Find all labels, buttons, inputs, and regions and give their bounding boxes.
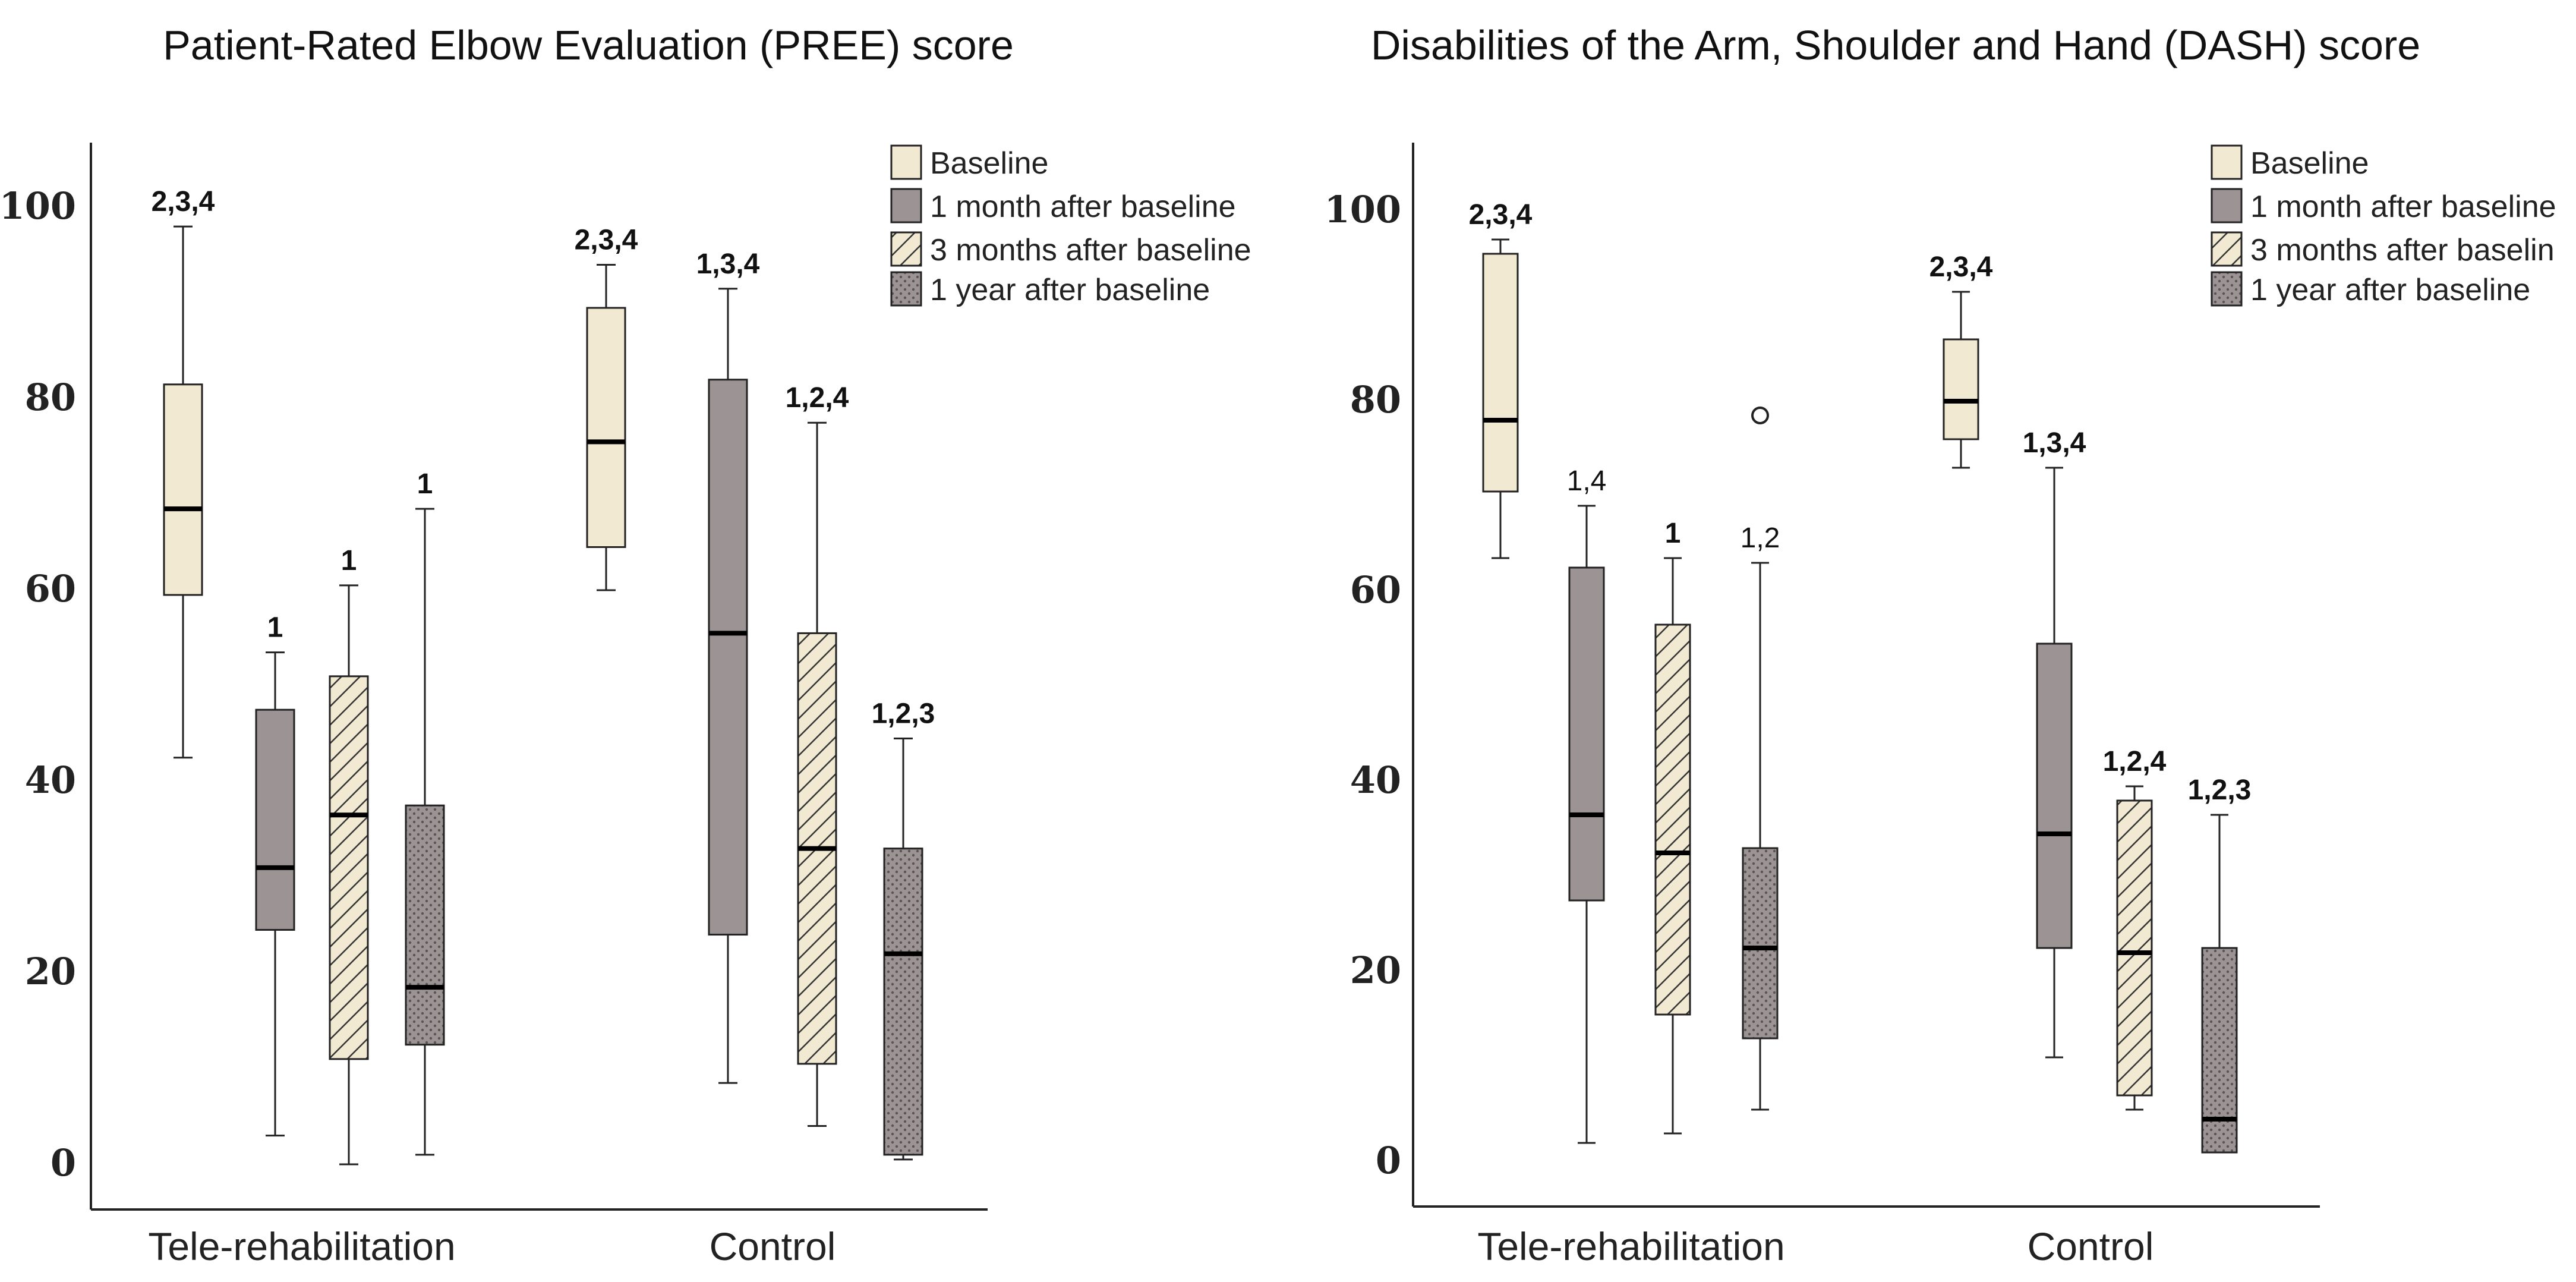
pree-legend-swatch-1-year	[890, 271, 922, 307]
pree-box-1-month-after-baseline: 1,3,4	[696, 248, 760, 1084]
dash-legend: Baseline 1 month after baseline 3 months…	[2211, 144, 2556, 307]
pree-legend-label: 1 year after baseline	[930, 273, 1210, 307]
dash-legend-label: 1 year after baseline	[2250, 273, 2530, 307]
dash-box-iqr	[2036, 642, 2073, 949]
dash-box-iqr	[1482, 253, 1519, 493]
pree-ytick: 20	[25, 950, 76, 993]
pree-significance-label: 2,3,4	[575, 225, 638, 256]
pree-box-iqr	[586, 307, 626, 548]
pree-legend-swatch-3-months	[890, 231, 922, 267]
pree-box-1-month-after-baseline: 1	[255, 612, 295, 1137]
dash-ytick: 0	[1376, 1139, 1401, 1182]
dash-ytick: 60	[1350, 568, 1401, 612]
dash-significance-label: 1,3,4	[2023, 427, 2086, 459]
pree-ytick: 40	[25, 758, 76, 802]
pree-legend-swatch-baseline	[890, 144, 922, 180]
dash-box-iqr	[1742, 847, 1779, 1040]
dash-box-1-year-after-baseline: 1,2	[1741, 407, 1780, 1111]
pree-ytick: 0	[51, 1141, 76, 1185]
pree-significance-label: 1,2,3	[872, 698, 935, 730]
pree-x-category: Tele-rehabilitation	[148, 1224, 455, 1268]
pree-ytick: 60	[25, 567, 76, 610]
dash-box-1-month-after-baseline: 1,4	[1567, 465, 1607, 1144]
dash-significance-label: 2,3,4	[1469, 199, 1533, 231]
dash-significance-label: 1,2	[1741, 522, 1780, 554]
dash-box-baseline: 2,3,4	[1929, 251, 1993, 469]
pree-box-iqr	[255, 708, 295, 931]
dash-x-category: Tele-rehabilitation	[1477, 1224, 1784, 1268]
dash-y-axis: 0 20 40 60 80 100	[1325, 143, 2320, 1208]
dash-legend-swatch-3-months	[2211, 231, 2243, 267]
dash-panel: Disabilities of the Arm, Shoulder and Ha…	[1325, 22, 2556, 1268]
dash-box-iqr	[1654, 623, 1691, 1016]
pree-legend-swatch-1-month	[890, 188, 922, 223]
dash-significance-label: 2,3,4	[1929, 251, 1993, 283]
pree-significance-label: 1,2,4	[786, 382, 849, 414]
pree-legend: Baseline 1 month after baseline 3 months…	[890, 144, 1251, 307]
pree-box-iqr	[329, 675, 369, 1060]
dash-ytick: 20	[1350, 949, 1401, 992]
dash-box-iqr	[2201, 947, 2238, 1154]
pree-legend-label: Baseline	[930, 146, 1048, 181]
dash-box-baseline: 2,3,4	[1469, 199, 1533, 559]
dash-outlier-point	[1751, 407, 1769, 424]
pree-significance-label: 1	[267, 612, 283, 644]
dash-boxes: 2,3,4 2,3,4 1,4 1,3,4 1 1,2,4 1,2 1,2,3	[1469, 199, 2252, 1154]
pree-box-baseline: 2,3,4	[575, 225, 638, 591]
pree-significance-label: 1	[417, 468, 433, 500]
dash-x-category: Control	[2028, 1224, 2154, 1268]
pree-box-iqr	[883, 848, 923, 1156]
dash-legend-swatch-1-month	[2211, 188, 2243, 223]
pree-legend-label: 1 month after baseline	[930, 190, 1236, 224]
dash-box-1-month-after-baseline: 1,3,4	[2023, 427, 2086, 1059]
dash-box-1-year-after-baseline: 1,2,3	[2188, 774, 2252, 1154]
dash-chart-title: Disabilities of the Arm, Shoulder and Ha…	[1371, 22, 2420, 68]
dash-box-iqr	[2116, 799, 2153, 1097]
pree-x-category: Control	[710, 1224, 836, 1268]
pree-box-baseline: 2,3,4	[152, 186, 215, 759]
dash-legend-swatch-1-year	[2211, 271, 2243, 307]
dash-legend-label: 3 months after baselin	[2250, 233, 2555, 267]
pree-y-axis: 0 20 40 60 80 100	[0, 143, 988, 1211]
pree-chart-title: Patient-Rated Elbow Evaluation (PREE) sc…	[163, 22, 1014, 68]
dash-significance-label: 1,2,3	[2188, 774, 2252, 806]
dash-legend-swatch-baseline	[2211, 144, 2243, 180]
dash-ytick: 40	[1350, 758, 1401, 802]
dash-significance-label: 1	[1665, 518, 1681, 549]
pree-significance-label: 1,3,4	[696, 248, 760, 280]
pree-boxes: 2,3,4 2,3,4 1 1,3,4 1 1,2,4 1 1,2,3	[152, 186, 935, 1166]
dash-ytick: 100	[1325, 188, 1401, 231]
pree-box-3-months-after-baseline: 1	[329, 545, 369, 1166]
pree-box-iqr	[708, 379, 748, 936]
pree-significance-label: 1	[341, 545, 357, 577]
pree-ytick: 100	[0, 184, 76, 228]
pree-significance-label: 2,3,4	[152, 186, 215, 218]
dash-box-3-months-after-baseline: 1,2,4	[2103, 746, 2167, 1111]
pree-box-iqr	[163, 383, 203, 596]
dash-ytick: 80	[1350, 378, 1401, 421]
pree-box-1-year-after-baseline: 1,2,3	[872, 698, 935, 1161]
pree-panel: Patient-Rated Elbow Evaluation (PREE) sc…	[0, 22, 1251, 1268]
dash-significance-label: 1,2,4	[2103, 746, 2167, 777]
dash-legend-label: 1 month after baseline	[2250, 190, 2556, 224]
pree-ytick: 80	[25, 376, 76, 419]
pree-box-iqr	[405, 804, 445, 1046]
dash-legend-label: Baseline	[2250, 146, 2369, 181]
pree-box-1-year-after-baseline: 1	[405, 468, 445, 1156]
dash-box-iqr	[1568, 566, 1605, 902]
pree-legend-label: 3 months after baseline	[930, 233, 1251, 267]
pree-box-3-months-after-baseline: 1,2,4	[786, 382, 849, 1127]
dash-significance-label: 1,4	[1567, 465, 1607, 497]
dash-box-3-months-after-baseline: 1	[1654, 518, 1691, 1135]
dash-box-iqr	[1943, 338, 1979, 440]
